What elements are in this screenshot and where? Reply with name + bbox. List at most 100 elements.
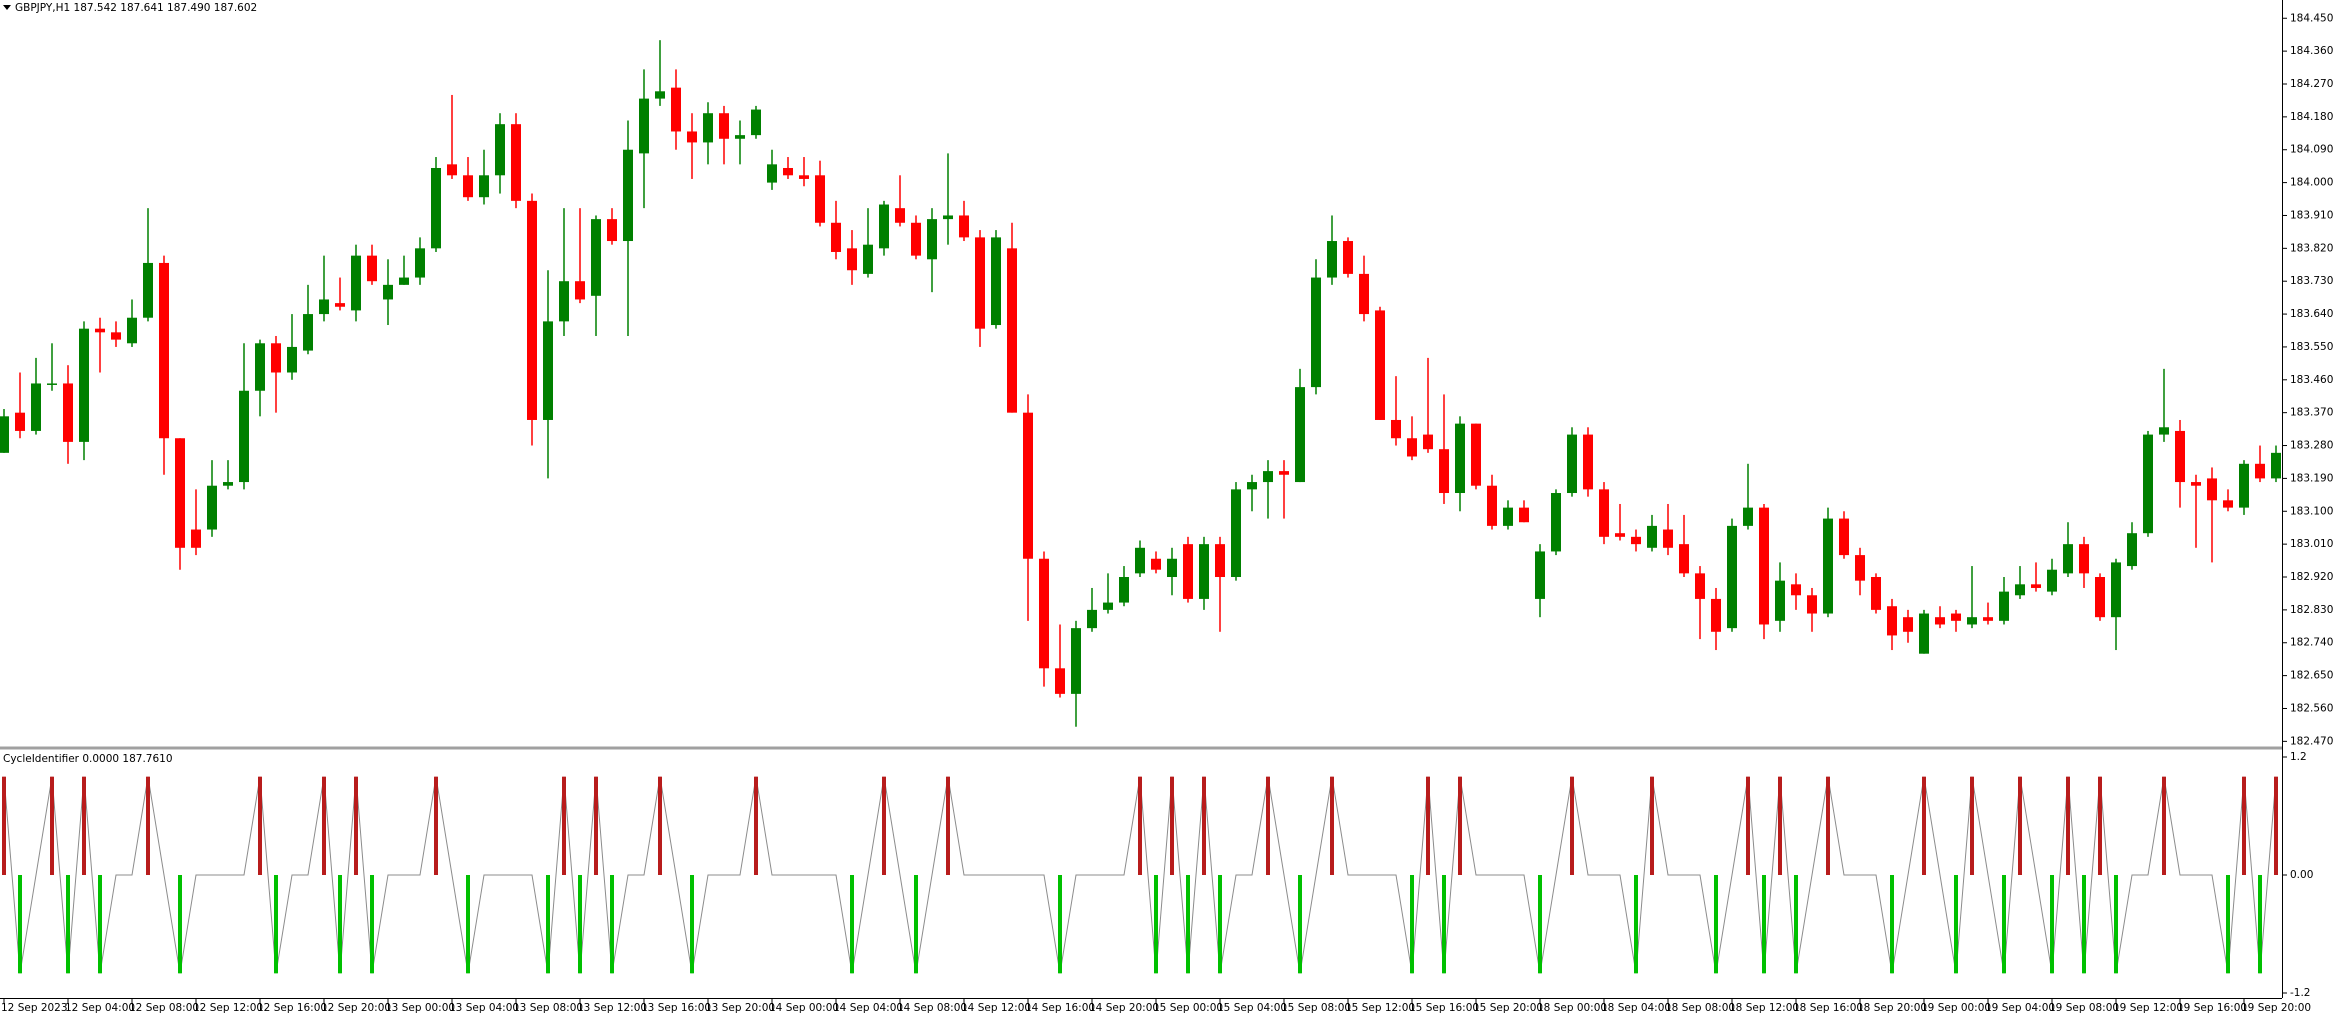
x-tick-label: 18 Sep 00:00 (1537, 1002, 1607, 1014)
candle-body (2095, 577, 2105, 618)
x-tick-label: 13 Sep 00:00 (385, 1002, 455, 1014)
y-tick-label: 184.180 (2290, 111, 2333, 123)
candle-body (127, 317, 137, 344)
x-tick-label: 14 Sep 00:00 (769, 1002, 839, 1014)
candle-body (63, 383, 73, 442)
candle-body (1087, 609, 1097, 629)
candle-body (639, 98, 649, 154)
y-tick-label: 182.830 (2290, 604, 2333, 616)
x-tick-label: 12 Sep 20:00 (321, 1002, 391, 1014)
x-tick-label: 12 Sep 08:00 (129, 1002, 199, 1014)
candle-body (1903, 617, 1913, 632)
candle-body (2223, 500, 2233, 508)
y-tick-label: 1.2 (2290, 751, 2307, 763)
indicator-bar (2242, 776, 2246, 875)
candle-body (415, 248, 425, 278)
indicator-bar (1970, 776, 1974, 875)
indicator-bar (274, 875, 278, 974)
candle-body (1263, 471, 1273, 483)
indicator-bar (1826, 776, 1830, 875)
y-tick-label: 184.270 (2290, 78, 2333, 90)
indicator-bar (2050, 875, 2054, 974)
candle-body (607, 219, 617, 242)
candle-body (2031, 584, 2041, 588)
candle-body (735, 135, 745, 139)
indicator-bar (914, 875, 918, 974)
candle-body (367, 255, 377, 282)
candle-body (15, 412, 25, 431)
x-tick-label: 15 Sep 08:00 (1281, 1002, 1351, 1014)
x-tick-label: 13 Sep 04:00 (449, 1002, 519, 1014)
indicator-bar (1922, 776, 1926, 875)
indicator-bar (1714, 875, 1718, 974)
candle-body (1935, 617, 1945, 625)
candle-body (1919, 613, 1929, 654)
indicator-bar (1202, 776, 1206, 875)
indicator-bar (946, 776, 950, 875)
candle-body (543, 321, 553, 420)
candle-body (239, 390, 249, 483)
indicator-bar (82, 776, 86, 875)
candle-body (559, 281, 569, 322)
candle-body (143, 262, 153, 318)
candle-body (287, 346, 297, 373)
x-tick-label: 15 Sep 04:00 (1217, 1002, 1287, 1014)
candle-body (1103, 602, 1113, 610)
x-tick-label: 14 Sep 08:00 (897, 1002, 967, 1014)
indicator-bar (1298, 875, 1302, 974)
candle-body (2271, 452, 2281, 479)
candle-body (1647, 525, 1657, 548)
indicator-bar (50, 776, 54, 875)
indicator-bar (1410, 875, 1414, 974)
candle-body (1455, 423, 1465, 494)
candle-body (1599, 489, 1609, 537)
indicator-bar (1170, 776, 1174, 875)
candle-body (2127, 533, 2137, 567)
x-tick-label: 18 Sep 12:00 (1729, 1002, 1799, 1014)
indicator-bar (850, 875, 854, 974)
symbol-menu-icon[interactable] (3, 5, 11, 10)
candle-body (47, 383, 57, 385)
x-tick-label: 19 Sep 08:00 (2049, 1002, 2119, 1014)
candle-body (2191, 482, 2201, 486)
candle-body (1855, 555, 1865, 581)
candle-body (1951, 613, 1961, 621)
y-tick-label: 184.450 (2290, 12, 2333, 24)
indicator-bar (354, 776, 358, 875)
y-tick-label: 183.910 (2290, 209, 2333, 221)
candle-body (1231, 489, 1241, 578)
candle-body (911, 222, 921, 256)
indicator-bar (370, 875, 374, 974)
candle-body (2159, 427, 2169, 435)
x-tick-label: 12 Sep 12:00 (193, 1002, 263, 1014)
y-tick-label: 182.650 (2290, 670, 2333, 682)
indicator-bar (2066, 776, 2070, 875)
indicator-bar (2018, 776, 2022, 875)
candle-body (1567, 434, 1577, 494)
x-tick-label: 14 Sep 12:00 (961, 1002, 1031, 1014)
candle-body (1775, 580, 1785, 621)
candle-body (975, 237, 985, 329)
candle-body (1215, 544, 1225, 578)
candle-body (255, 343, 265, 391)
candle-body (1967, 617, 1977, 625)
candle-body (1199, 544, 1209, 599)
candle-body (1343, 241, 1353, 274)
candle-body (991, 237, 1001, 326)
indicator-bar (1330, 776, 1334, 875)
candle-body (335, 303, 345, 307)
y-tick-label: 183.640 (2290, 308, 2333, 320)
indicator-bar (1218, 875, 1222, 974)
candle-body (767, 164, 777, 183)
candle-body (1151, 558, 1161, 570)
candle-body (703, 113, 713, 143)
candle-body (1055, 668, 1065, 694)
candle-body (2047, 569, 2057, 592)
candle-body (1887, 606, 1897, 636)
candle-body (1871, 577, 1881, 610)
candle-body (1423, 434, 1433, 450)
candle-body (655, 91, 665, 99)
indicator-title: CycleIdentifier 0.0000 187.7610 (3, 753, 173, 765)
candle-body (719, 113, 729, 139)
y-tick-label: 183.100 (2290, 505, 2333, 517)
